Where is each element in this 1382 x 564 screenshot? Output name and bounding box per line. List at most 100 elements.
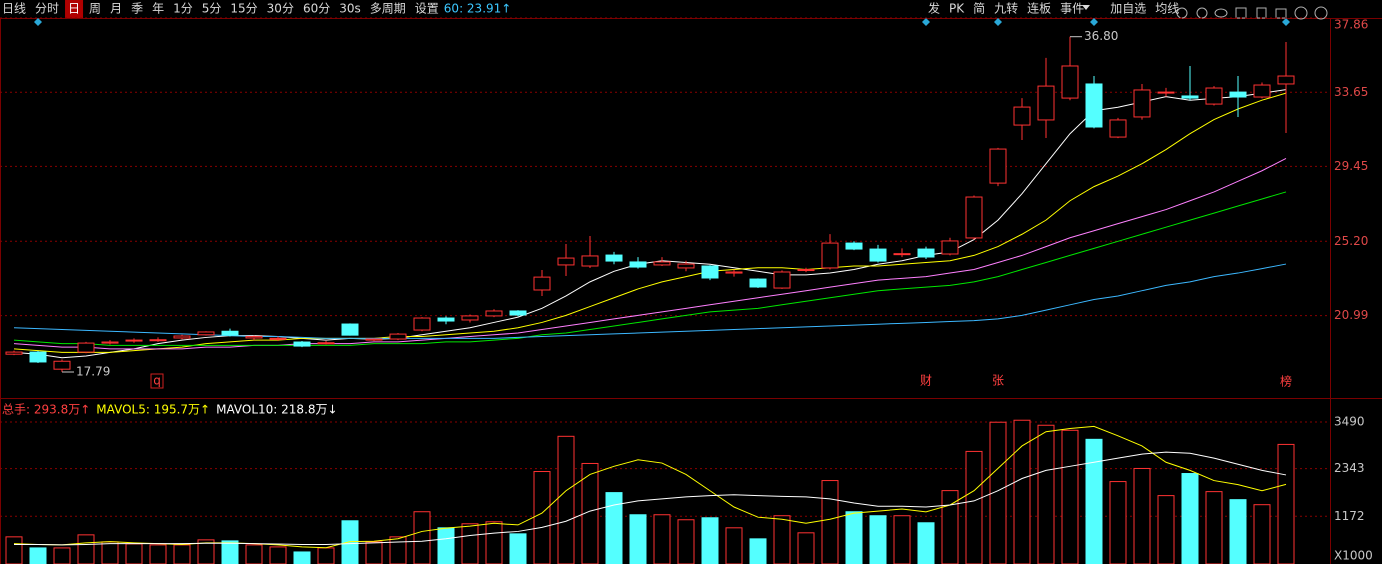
candle-body bbox=[677, 263, 695, 269]
event-label[interactable]: 张 bbox=[992, 374, 1004, 388]
volume-bar bbox=[5, 536, 23, 564]
candle-body bbox=[557, 257, 575, 266]
toolbar-button[interactable]: 15分 bbox=[230, 2, 257, 16]
toolbar-button[interactable]: 发 bbox=[928, 1, 940, 16]
candle-body bbox=[941, 240, 959, 255]
toolbar-button[interactable]: 5分 bbox=[202, 2, 222, 16]
toolbar-button[interactable]: 日 bbox=[68, 2, 80, 16]
volume-bar bbox=[365, 541, 383, 564]
candle-body bbox=[701, 265, 719, 279]
diamond[interactable] bbox=[34, 18, 42, 26]
volume-bar bbox=[413, 511, 431, 564]
candle-body bbox=[221, 330, 239, 336]
candle-body bbox=[245, 336, 263, 339]
volume-bar bbox=[533, 471, 551, 564]
icon[interactable] bbox=[1314, 6, 1328, 20]
candle-body bbox=[1181, 95, 1199, 99]
candle-body bbox=[5, 351, 23, 355]
candle-body bbox=[437, 317, 455, 322]
volume-bar bbox=[845, 511, 863, 564]
y-tick-label: 37.86 bbox=[1334, 18, 1368, 32]
y-tick-label: 2343 bbox=[1334, 461, 1365, 475]
icon[interactable] bbox=[1294, 6, 1308, 20]
diamond[interactable] bbox=[1282, 18, 1290, 26]
diamond[interactable] bbox=[1090, 18, 1098, 26]
candle-body bbox=[125, 339, 143, 342]
volume-bar bbox=[1109, 481, 1127, 564]
toolbar-button[interactable]: 月 bbox=[110, 2, 122, 16]
candle-body bbox=[605, 254, 623, 262]
legend-item: MAVOL10: 218.8万↓ bbox=[216, 403, 337, 417]
volume-bar bbox=[437, 527, 455, 564]
candle-body bbox=[1109, 119, 1127, 138]
event-label[interactable]: q bbox=[153, 374, 161, 388]
toolbar-button[interactable]: 加自选 bbox=[1110, 2, 1146, 16]
volume-bar bbox=[773, 515, 791, 564]
candle-body bbox=[869, 248, 887, 262]
toolbar-button[interactable]: 1分 bbox=[173, 2, 193, 16]
candle-body bbox=[53, 360, 71, 370]
toolbar-button[interactable]: PK bbox=[949, 2, 965, 16]
y-tick-label: 20.99 bbox=[1334, 308, 1368, 322]
volume-bar bbox=[821, 480, 839, 564]
volume-bar bbox=[269, 546, 287, 564]
volume-bar bbox=[869, 515, 887, 564]
toolbar-button[interactable]: 季 bbox=[131, 2, 143, 16]
toolbar-button[interactable]: 年 bbox=[152, 2, 164, 16]
volume-bar bbox=[485, 521, 503, 564]
volume-bar bbox=[101, 541, 119, 564]
volume-bar bbox=[941, 490, 959, 564]
volume-bar bbox=[725, 527, 743, 564]
toolbar-button[interactable]: 简 bbox=[973, 2, 985, 16]
toolbar-button[interactable]: 事件 bbox=[1060, 2, 1084, 16]
toolbar-button[interactable]: 60分 bbox=[303, 2, 330, 16]
dropdown-arrow[interactable] bbox=[1082, 5, 1090, 10]
volume-bar bbox=[1013, 419, 1031, 564]
candle-body bbox=[509, 310, 527, 316]
candle-body bbox=[1157, 91, 1175, 94]
ma-line bbox=[13, 92, 1287, 353]
toolbar-button[interactable]: 九转 bbox=[994, 1, 1018, 16]
candle-body bbox=[797, 269, 815, 272]
diamond[interactable] bbox=[922, 18, 930, 26]
candle-body bbox=[1037, 85, 1055, 121]
candle-body bbox=[317, 342, 335, 345]
toolbar-button[interactable]: 周 bbox=[89, 2, 101, 16]
volume-bar bbox=[125, 543, 143, 564]
volume-bar bbox=[509, 533, 527, 564]
toolbar-button[interactable]: 30分 bbox=[267, 2, 294, 16]
ma-line bbox=[14, 451, 1287, 546]
toolbar-button[interactable]: 多周期 bbox=[370, 2, 406, 16]
toolbar-button[interactable]: 均线 bbox=[1155, 2, 1179, 16]
volume-bar bbox=[1181, 473, 1199, 564]
icon[interactable] bbox=[1214, 8, 1228, 18]
volume-bar bbox=[965, 450, 983, 564]
candle-body bbox=[893, 253, 911, 256]
candle-body bbox=[173, 335, 191, 339]
volume-bar bbox=[53, 547, 71, 564]
candle-body bbox=[725, 271, 743, 274]
toolbar-button[interactable]: 分时 bbox=[35, 2, 59, 16]
candle-body bbox=[581, 255, 599, 267]
diamond[interactable] bbox=[994, 18, 1002, 26]
event-label[interactable]: 榜 bbox=[1280, 374, 1292, 389]
event-label[interactable]: 财 bbox=[920, 374, 932, 388]
toolbar-button[interactable]: 日线 bbox=[2, 2, 26, 16]
volume-bar bbox=[917, 522, 935, 564]
toolbar-button[interactable]: 连板 bbox=[1027, 1, 1051, 16]
candle-body bbox=[461, 315, 479, 321]
candle-body bbox=[965, 196, 983, 239]
candle-body bbox=[749, 278, 767, 288]
candle-body bbox=[197, 331, 215, 336]
y-tick-label: 33.65 bbox=[1334, 85, 1368, 99]
volume-bar bbox=[1037, 424, 1055, 564]
toolbar-button[interactable]: 30s bbox=[339, 2, 361, 16]
toolbar-button[interactable]: 设置 bbox=[415, 2, 439, 16]
volume-bar bbox=[1205, 491, 1223, 564]
volume-bar bbox=[317, 547, 335, 564]
volume-bar bbox=[677, 519, 695, 564]
axis-unit: X1000 bbox=[1334, 549, 1373, 563]
candle-body bbox=[413, 317, 431, 331]
